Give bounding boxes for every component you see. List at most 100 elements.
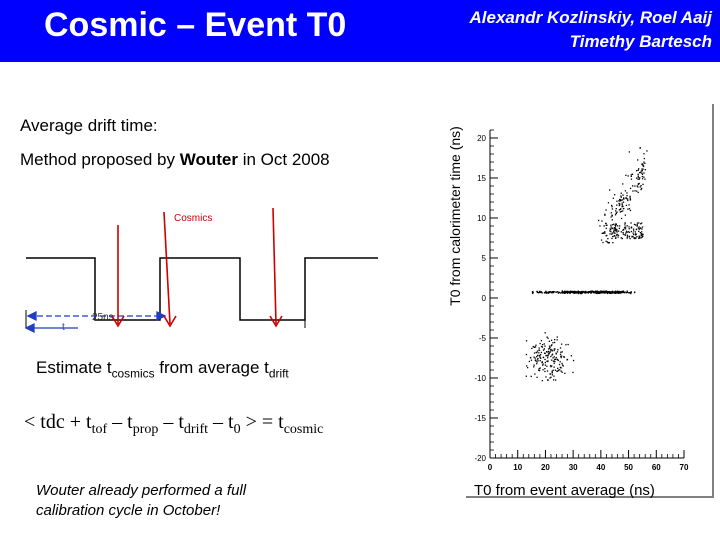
data-point <box>555 358 557 360</box>
data-point <box>640 185 642 187</box>
data-point <box>624 228 627 230</box>
data-point <box>604 290 606 292</box>
data-point <box>619 203 621 205</box>
data-point <box>550 366 552 368</box>
data-point <box>561 371 563 373</box>
y-tick-label: 20 <box>477 134 486 143</box>
data-point <box>615 230 617 232</box>
data-point <box>626 231 628 233</box>
plot-points <box>525 147 648 382</box>
data-point <box>622 201 625 203</box>
data-point <box>630 175 632 177</box>
data-point <box>626 291 629 293</box>
data-point <box>553 356 555 358</box>
data-point <box>637 183 640 186</box>
data-point <box>566 292 569 294</box>
data-point <box>536 350 539 352</box>
data-point <box>539 356 541 359</box>
data-point <box>538 369 540 371</box>
data-point <box>618 209 621 211</box>
data-point <box>626 290 628 292</box>
formula-part-1: < tdc + t <box>24 411 92 433</box>
data-point <box>559 361 561 363</box>
data-point <box>544 345 546 347</box>
data-point <box>605 224 607 226</box>
authors: Alexandr Kozlinskiy, Roel Aaij Timethy B… <box>470 6 712 54</box>
data-point <box>534 373 536 375</box>
data-point <box>624 224 626 226</box>
note-line-2: calibration cycle in October! <box>36 502 221 519</box>
data-point <box>635 233 637 235</box>
data-point <box>604 231 606 233</box>
data-point <box>639 177 641 179</box>
data-point <box>613 232 615 234</box>
data-point <box>550 339 553 341</box>
data-point <box>553 366 555 368</box>
data-point <box>598 291 600 293</box>
data-point <box>590 290 593 293</box>
data-point <box>602 292 604 294</box>
data-point <box>628 235 631 237</box>
data-point <box>625 174 627 176</box>
data-point <box>556 351 559 353</box>
formula-part-4: – t <box>208 411 234 433</box>
data-point <box>623 227 626 229</box>
data-point <box>550 376 552 378</box>
slide-title: Cosmic – Event T0 <box>44 6 347 44</box>
data-point <box>611 214 613 216</box>
data-point <box>536 354 539 357</box>
data-point <box>629 237 631 240</box>
data-point <box>539 369 541 372</box>
data-point <box>644 162 646 164</box>
data-point <box>548 340 550 342</box>
width-arrow <box>26 310 167 322</box>
data-point <box>535 351 537 354</box>
data-point <box>641 235 644 237</box>
data-point <box>641 170 643 172</box>
data-point <box>624 291 626 293</box>
data-point <box>604 214 606 216</box>
data-point <box>553 348 555 350</box>
data-point <box>614 292 616 294</box>
data-point <box>561 291 563 293</box>
data-point <box>548 351 550 353</box>
data-point <box>613 291 616 293</box>
data-point <box>601 290 603 293</box>
data-point <box>548 347 551 349</box>
data-point <box>639 237 641 239</box>
data-point <box>551 365 553 367</box>
data-point <box>626 225 628 227</box>
data-point <box>563 356 565 358</box>
data-point <box>638 178 640 180</box>
data-point <box>627 208 629 210</box>
data-point <box>613 223 615 225</box>
data-point <box>605 235 607 237</box>
data-point <box>617 230 620 232</box>
data-point <box>632 228 635 230</box>
data-point <box>549 373 551 375</box>
data-point <box>551 359 553 361</box>
data-point <box>600 290 602 292</box>
data-point <box>553 349 555 352</box>
data-point <box>620 196 622 198</box>
data-point <box>551 372 553 374</box>
data-point <box>640 223 642 225</box>
data-point <box>548 291 550 293</box>
data-point <box>565 344 567 346</box>
data-point <box>626 236 629 238</box>
data-point <box>557 369 560 371</box>
data-point <box>620 237 622 239</box>
data-point <box>598 291 600 293</box>
data-point <box>554 291 556 293</box>
data-point <box>569 291 572 294</box>
data-point <box>638 230 640 232</box>
data-point <box>540 291 542 293</box>
data-point <box>546 365 548 367</box>
title-bar <box>0 0 720 62</box>
data-point <box>544 361 546 364</box>
data-point <box>623 207 625 210</box>
data-point <box>610 291 612 293</box>
data-point <box>549 346 551 349</box>
data-point <box>551 353 554 355</box>
formula-sub-prop: prop <box>132 422 159 437</box>
